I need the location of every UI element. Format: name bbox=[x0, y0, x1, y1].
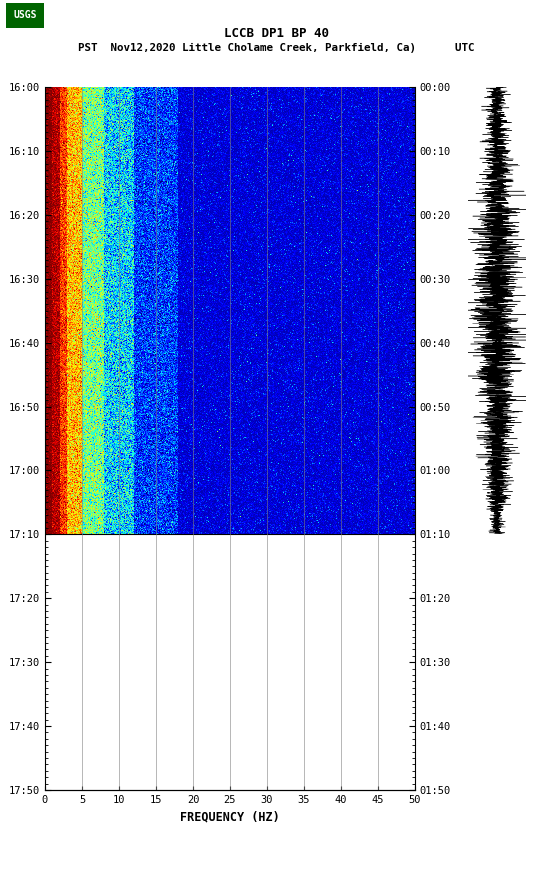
Text: USGS: USGS bbox=[13, 10, 36, 21]
Text: LCCB DP1 BP 40: LCCB DP1 BP 40 bbox=[224, 27, 328, 39]
X-axis label: FREQUENCY (HZ): FREQUENCY (HZ) bbox=[180, 811, 280, 823]
Text: PST  Nov12,2020 Little Cholame Creek, Parkfield, Ca)      UTC: PST Nov12,2020 Little Cholame Creek, Par… bbox=[78, 43, 474, 54]
